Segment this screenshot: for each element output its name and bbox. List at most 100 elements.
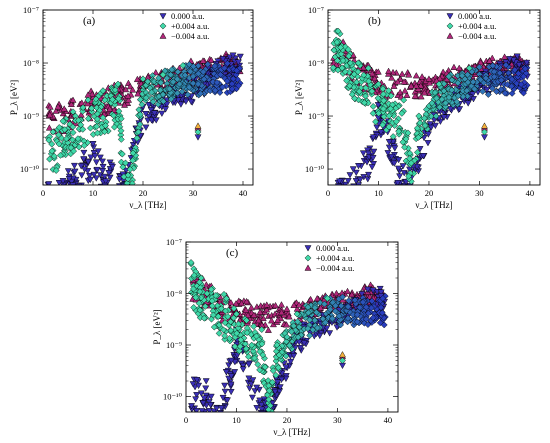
point-1 bbox=[84, 158, 92, 166]
point-2 bbox=[508, 75, 516, 83]
point-2 bbox=[331, 307, 339, 315]
anchor-point bbox=[465, 64, 473, 72]
point-2 bbox=[85, 115, 92, 123]
point-2 bbox=[126, 165, 134, 173]
point-1 bbox=[446, 106, 454, 113]
point-2 bbox=[352, 300, 360, 308]
point-1 bbox=[339, 184, 347, 185]
y-tick-label: 10⁻⁹ bbox=[308, 111, 324, 121]
point-0 bbox=[88, 90, 96, 97]
point-1 bbox=[265, 426, 271, 432]
point-2 bbox=[463, 87, 471, 95]
point-1 bbox=[200, 395, 208, 402]
y-tick-label: 10⁻⁹ bbox=[23, 111, 39, 121]
point-1 bbox=[211, 416, 217, 422]
point-2 bbox=[194, 80, 202, 88]
anchor-point bbox=[217, 405, 225, 412]
point-2 bbox=[353, 318, 361, 326]
point-2 bbox=[111, 123, 118, 131]
point-1 bbox=[151, 110, 159, 117]
point-2 bbox=[497, 76, 505, 84]
point-2 bbox=[387, 92, 395, 100]
point-1 bbox=[523, 59, 531, 67]
point-2 bbox=[148, 88, 156, 96]
point-2 bbox=[258, 340, 266, 348]
point-1 bbox=[377, 289, 385, 296]
point-2 bbox=[122, 190, 128, 196]
point-2 bbox=[230, 305, 238, 312]
point-0 bbox=[125, 96, 133, 103]
point-2 bbox=[339, 293, 346, 301]
point-2 bbox=[201, 303, 209, 310]
point-2 bbox=[228, 85, 236, 93]
point-2 bbox=[124, 175, 132, 183]
point-1 bbox=[120, 192, 126, 198]
point-1 bbox=[405, 187, 411, 193]
point-1 bbox=[119, 202, 125, 208]
point-2 bbox=[155, 74, 163, 82]
point-2 bbox=[233, 67, 241, 75]
point-0 bbox=[394, 78, 402, 85]
point-2 bbox=[283, 333, 291, 341]
anchor-point bbox=[69, 108, 77, 116]
point-1 bbox=[404, 192, 410, 198]
point-0 bbox=[412, 82, 420, 89]
point-1 bbox=[268, 415, 274, 421]
point-2 bbox=[236, 343, 244, 350]
point-2 bbox=[493, 88, 500, 95]
point-2 bbox=[173, 89, 181, 97]
x-axis-title: ν_λ [THz] bbox=[273, 427, 310, 437]
point-2 bbox=[360, 71, 368, 79]
point-2 bbox=[380, 321, 388, 329]
point-2 bbox=[109, 96, 116, 103]
point-1 bbox=[227, 381, 235, 388]
point-2 bbox=[321, 319, 329, 326]
point-1 bbox=[67, 188, 73, 194]
point-1 bbox=[57, 199, 63, 205]
point-1 bbox=[86, 176, 94, 184]
point-2 bbox=[514, 70, 522, 77]
point-1 bbox=[54, 198, 60, 204]
point-0 bbox=[359, 64, 367, 71]
point-1 bbox=[365, 171, 373, 179]
point-2 bbox=[129, 157, 137, 164]
point-2 bbox=[517, 81, 525, 88]
point-1 bbox=[431, 122, 439, 130]
point-1 bbox=[64, 168, 72, 175]
y-tick-label: 10⁻¹⁰ bbox=[20, 164, 40, 174]
legend: 0.000 a.u.+0.004 a.u.−0.004 a.u. bbox=[446, 11, 496, 41]
point-2 bbox=[181, 71, 189, 79]
anchor-point bbox=[344, 287, 352, 295]
point-1 bbox=[336, 206, 342, 212]
point-1 bbox=[349, 188, 355, 194]
point-2 bbox=[477, 76, 485, 84]
point-1 bbox=[52, 207, 58, 213]
point-2 bbox=[215, 329, 223, 337]
point-1 bbox=[297, 344, 304, 352]
point-1 bbox=[55, 199, 61, 205]
point-2 bbox=[379, 294, 387, 302]
point-1 bbox=[49, 196, 55, 202]
point-1 bbox=[260, 417, 266, 423]
point-0 bbox=[371, 74, 379, 82]
point-0 bbox=[134, 90, 142, 97]
point-1 bbox=[409, 193, 415, 199]
anchor-point bbox=[395, 157, 403, 164]
point-1 bbox=[274, 379, 282, 386]
point-1 bbox=[515, 62, 523, 69]
point-2 bbox=[522, 69, 530, 77]
point-1 bbox=[370, 148, 378, 156]
point-1 bbox=[198, 408, 206, 412]
panel-label: (c) bbox=[226, 247, 239, 259]
point-1 bbox=[121, 194, 127, 200]
point-2 bbox=[274, 364, 282, 372]
point-1 bbox=[424, 140, 432, 147]
point-2 bbox=[453, 98, 461, 106]
y-tick-label: 10⁻⁷ bbox=[308, 5, 324, 15]
point-0 bbox=[121, 101, 129, 108]
plot-frame bbox=[185, 241, 399, 413]
point-2 bbox=[169, 78, 177, 86]
point-2 bbox=[210, 323, 218, 331]
anchor-point bbox=[354, 59, 362, 67]
point-2 bbox=[79, 125, 87, 133]
